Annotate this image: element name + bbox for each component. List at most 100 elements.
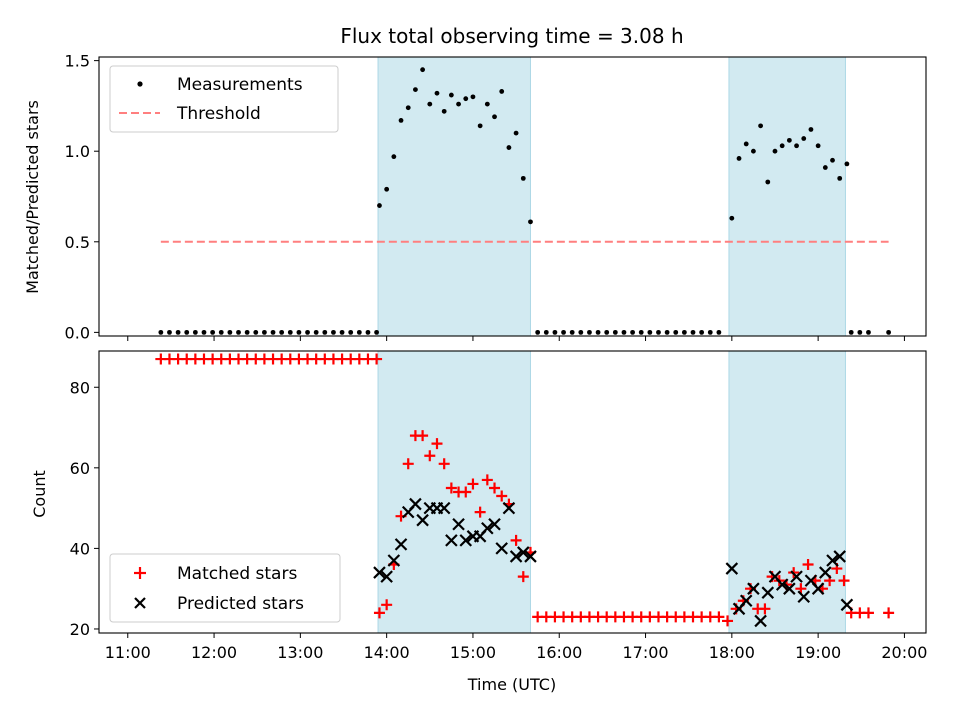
x-tick-label: 14:00	[364, 643, 410, 662]
shaded-interval	[728, 56, 846, 337]
measurement-point	[477, 123, 483, 129]
legend-matched-marker	[134, 567, 146, 579]
measurement-point	[520, 175, 526, 181]
matched-star-point	[445, 482, 457, 494]
measurement-point	[848, 329, 854, 335]
y-tick-label: 20	[70, 620, 90, 639]
top-y-axis-label: Matched/Predicted stars	[23, 100, 42, 294]
measurement-point	[441, 108, 447, 114]
predicted-star-point	[459, 534, 473, 547]
matched-star-point	[402, 458, 414, 470]
predicted-star-point	[437, 501, 451, 515]
measurement-point	[192, 329, 198, 335]
matched-star-point	[373, 607, 385, 619]
x-tick-label: 17:00	[622, 643, 668, 662]
measurement-point	[578, 329, 584, 335]
measurement-point	[391, 154, 397, 160]
matched-star-point	[838, 575, 850, 587]
measurement-point	[374, 329, 379, 335]
measurement-point	[673, 329, 679, 335]
predicted-star-point	[725, 562, 739, 575]
measurement-point	[647, 329, 653, 335]
x-tick-label: 15:00	[450, 643, 496, 662]
measurement-point	[210, 329, 216, 335]
measurement-point	[569, 329, 575, 335]
measurement-point	[262, 329, 267, 335]
legend-predicted-label: Predicted stars	[177, 594, 304, 614]
predicted-star-point	[797, 590, 811, 604]
measurement-point	[448, 92, 454, 98]
top-y-axis: 0.0 0.5 1.0 1.5	[65, 52, 99, 342]
measurement-point	[886, 329, 892, 335]
measurement-point	[815, 143, 821, 149]
matched-star-point	[496, 490, 508, 502]
measurement-point	[470, 94, 476, 100]
measurement-point	[492, 114, 497, 120]
measurement-point	[801, 136, 807, 141]
measurement-point	[830, 157, 835, 163]
matched-star-point	[517, 571, 529, 583]
y-tick-label: 60	[70, 459, 90, 478]
measurement-point	[630, 329, 635, 335]
bottom-legend-box	[109, 553, 341, 623]
y-tick-label: 0.5	[65, 233, 90, 252]
predicted-star-point	[833, 550, 846, 563]
x-tick-label: 20:00	[881, 643, 927, 662]
matched-star-point	[510, 534, 522, 546]
top-legend-box	[109, 65, 339, 133]
predicted-star-point	[790, 570, 803, 583]
matched-star-point	[417, 430, 429, 442]
predicted-star-point	[754, 614, 767, 628]
measurement-point	[236, 329, 241, 335]
measurement-point	[463, 96, 469, 102]
matched-star-point	[474, 506, 486, 518]
measurement-point	[384, 186, 390, 192]
measurement-point	[822, 165, 828, 170]
predicted-star-point	[416, 513, 429, 527]
measurement-point	[339, 329, 345, 335]
predicted-star-point	[739, 594, 753, 608]
y-tick-label: 0.0	[65, 323, 90, 342]
measurement-point	[857, 329, 863, 335]
predicted-star-point	[373, 566, 386, 579]
predicted-star-point	[481, 521, 494, 535]
matched-star-point	[481, 474, 493, 486]
top-legend: Measurements Threshold	[109, 65, 339, 133]
measurement-point	[690, 329, 696, 335]
matched-star-point	[438, 458, 450, 470]
legend-predicted-marker	[134, 597, 146, 609]
predicted-star-point	[783, 582, 796, 595]
matched-star-point	[371, 353, 383, 365]
measurement-point	[743, 141, 749, 147]
top-x-ticks	[127, 336, 905, 341]
predicted-star-point	[840, 598, 854, 612]
measurement-point	[356, 329, 362, 335]
x-axis-label: Time (UTC)	[467, 675, 556, 694]
x-tick-label: 13:00	[277, 643, 323, 662]
measurement-point	[227, 329, 233, 335]
measurement-point	[552, 329, 558, 335]
measurement-point	[808, 127, 814, 132]
bottom-x-axis: 11:00 12:00 13:00 14:00 15:00 16:00 17:00 18:00…	[105, 633, 927, 662]
measurement-point	[587, 329, 592, 335]
matched-star-point	[431, 438, 443, 450]
measurement-point	[543, 329, 549, 335]
measurement-point	[484, 101, 490, 107]
matched-star-point	[467, 478, 479, 490]
predicted-star-point	[811, 582, 825, 595]
measurement-point	[513, 130, 519, 136]
predicted-star-point	[380, 570, 393, 583]
measurement-point	[218, 329, 224, 335]
matched-star-point	[722, 615, 734, 627]
y-tick-label: 1.0	[65, 142, 90, 161]
measurement-point	[595, 329, 601, 335]
measurement-point	[681, 329, 687, 335]
measurement-point	[707, 329, 713, 335]
top-plot-frame	[98, 56, 927, 337]
measurement-point	[158, 329, 164, 335]
measurement-point	[535, 329, 541, 335]
legend-threshold-label: Threshold	[176, 104, 261, 124]
predicted-star-point	[517, 546, 530, 559]
predicted-star-point	[826, 554, 839, 567]
measurement-point	[506, 145, 512, 150]
